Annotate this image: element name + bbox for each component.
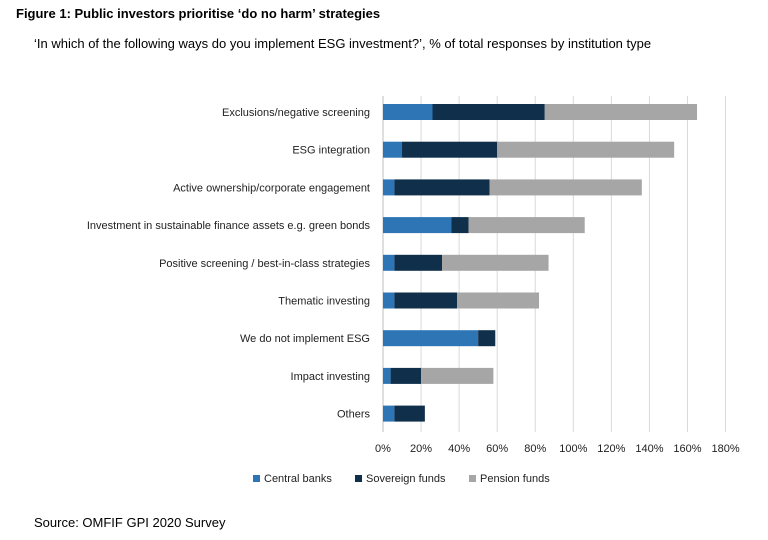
- bar-segment-central-banks: [383, 405, 395, 422]
- category-label: Impact investing: [291, 371, 370, 383]
- stacked-bar-chart: Exclusions/negative screening ESG integra…: [87, 96, 740, 485]
- x-tick-label: 60%: [486, 443, 508, 455]
- x-tick-label: 120%: [597, 443, 625, 455]
- x-tick-label: 140%: [635, 443, 663, 455]
- x-tick-label: 100%: [559, 443, 587, 455]
- bar-segment-sovereign-funds: [478, 330, 496, 347]
- bar-segment-central-banks: [383, 217, 452, 234]
- bar-segment-sovereign-funds: [394, 405, 425, 422]
- category-label: We do not implement ESG: [240, 333, 370, 345]
- bar-segment-sovereign-funds: [390, 367, 422, 384]
- legend-label: Pension funds: [480, 473, 550, 485]
- category-label: Exclusions/negative screening: [222, 107, 370, 119]
- bar-segment-central-banks: [383, 330, 479, 347]
- figure-title: Figure 1: Public investors prioritise ‘d…: [16, 6, 381, 21]
- x-tick-labels: 0% 20% 40% 60% 80% 100% 120% 140% 160% 180%: [375, 443, 740, 455]
- category-label: Others: [337, 409, 371, 421]
- bar-segment-central-banks: [383, 179, 395, 196]
- bar-segment-pension-funds: [457, 292, 540, 309]
- legend-label: Sovereign funds: [366, 473, 446, 485]
- legend-swatch: [469, 475, 476, 482]
- x-tick-label: 0%: [375, 443, 391, 455]
- bar-segment-sovereign-funds: [402, 141, 498, 158]
- legend: Central banks Sovereign funds Pension fund…: [253, 473, 550, 485]
- bar-segment-central-banks: [383, 292, 395, 309]
- legend-label: Central banks: [264, 473, 332, 485]
- category-labels: Exclusions/negative screening ESG integra…: [87, 107, 371, 421]
- category-label: Positive screening / best-in-class strat…: [159, 258, 370, 270]
- bar-segment-central-banks: [383, 367, 391, 384]
- legend-swatch: [253, 475, 260, 482]
- x-tick-label: 20%: [410, 443, 432, 455]
- bar-segment-sovereign-funds: [432, 104, 545, 120]
- legend-swatch: [355, 475, 362, 482]
- bar-segment-pension-funds: [441, 254, 549, 271]
- bar-segment-sovereign-funds: [394, 292, 458, 309]
- x-tick-label: 40%: [448, 443, 470, 455]
- bar-segment-sovereign-funds: [394, 254, 442, 271]
- figure-source: Source: OMFIF GPI 2020 Survey: [34, 515, 226, 530]
- x-tick-label: 160%: [673, 443, 701, 455]
- category-label: ESG integration: [292, 145, 370, 157]
- bar-segment-sovereign-funds: [451, 217, 469, 234]
- category-label: Thematic investing: [278, 296, 370, 308]
- bar-segment-central-banks: [383, 141, 403, 158]
- bar-segment-central-banks: [383, 104, 433, 120]
- bar-segment-pension-funds: [468, 217, 585, 234]
- bars: [383, 104, 697, 422]
- bar-segment-pension-funds: [544, 104, 697, 120]
- x-tick-label: 80%: [524, 443, 546, 455]
- bar-segment-pension-funds: [497, 141, 675, 158]
- x-tick-label: 180%: [711, 443, 739, 455]
- category-label: Investment in sustainable finance assets…: [87, 220, 371, 232]
- bar-segment-pension-funds: [489, 179, 642, 196]
- category-label: Active ownership/corporate engagement: [173, 182, 370, 194]
- figure-subtitle: ‘In which of the following ways do you i…: [34, 36, 652, 51]
- bar-segment-sovereign-funds: [394, 179, 490, 196]
- bar-segment-central-banks: [383, 254, 395, 271]
- bar-segment-pension-funds: [421, 367, 494, 384]
